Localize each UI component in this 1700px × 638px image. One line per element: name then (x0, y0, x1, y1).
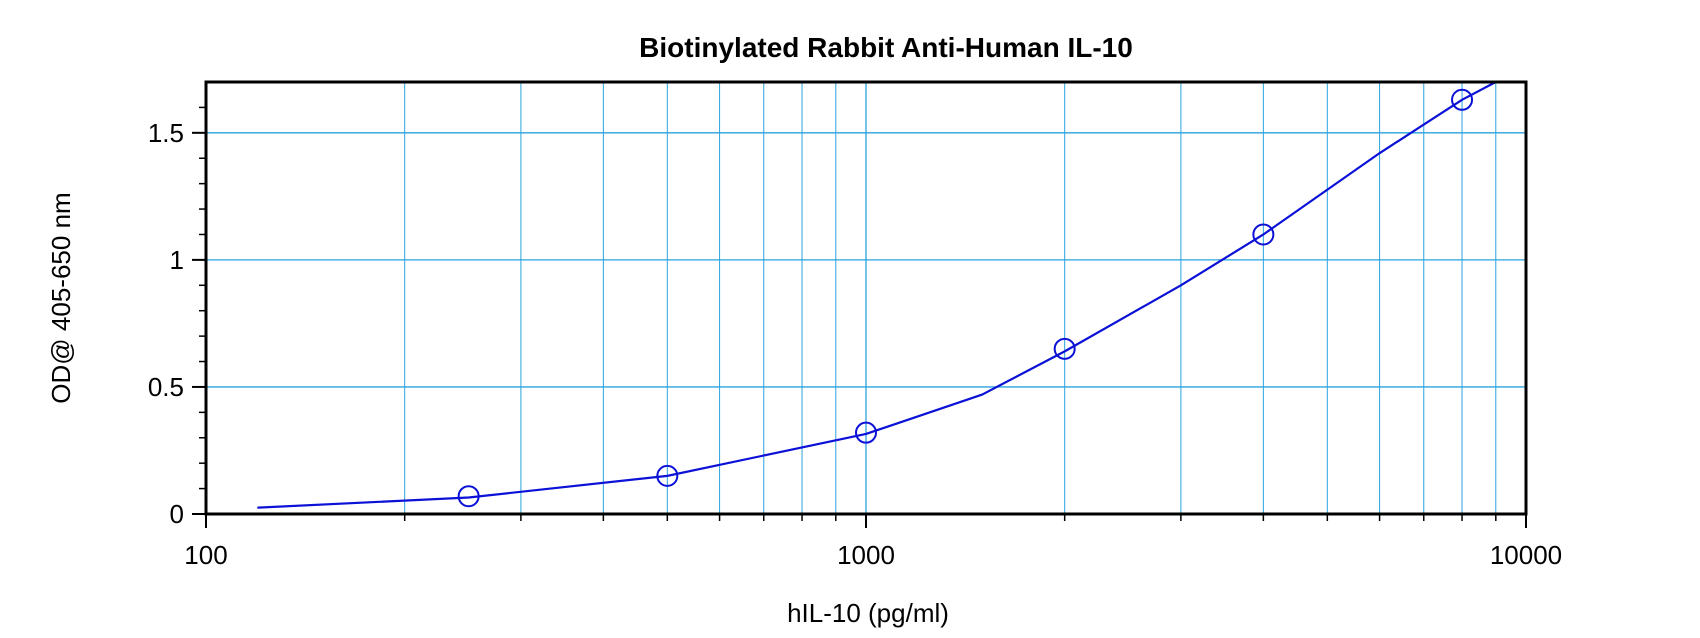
y-tick-label: 1 (170, 245, 184, 275)
data-point-marker (855, 421, 877, 444)
tick-layer: 0 0.5 1 1.5 100 1000 10000 (148, 106, 1562, 570)
data-point-marker (1451, 88, 1474, 111)
data-point-marker (1053, 337, 1076, 360)
fit-curve (257, 80, 1497, 509)
data-point-layer (457, 88, 1474, 508)
x-tick-label: 10000 (1490, 540, 1562, 570)
x-tick-label: 100 (184, 540, 227, 570)
data-point-marker (457, 485, 480, 508)
y-tick-label: 1.5 (148, 118, 184, 148)
grid-layer (206, 82, 1526, 514)
y-axis-label: OD@ 405-650 nm (46, 192, 76, 403)
data-point-marker (656, 464, 679, 487)
plot-frame (204, 80, 1528, 516)
data-point-marker (1252, 223, 1275, 246)
y-tick-label: 0.5 (148, 372, 184, 402)
chart-title: Biotinylated Rabbit Anti-Human IL-10 (639, 32, 1133, 63)
y-tick-label: 0 (170, 499, 184, 529)
x-tick-label: 1000 (837, 540, 895, 570)
x-axis-label: hIL-10 (pg/ml) (787, 598, 949, 628)
fit-curve-layer (257, 80, 1497, 509)
